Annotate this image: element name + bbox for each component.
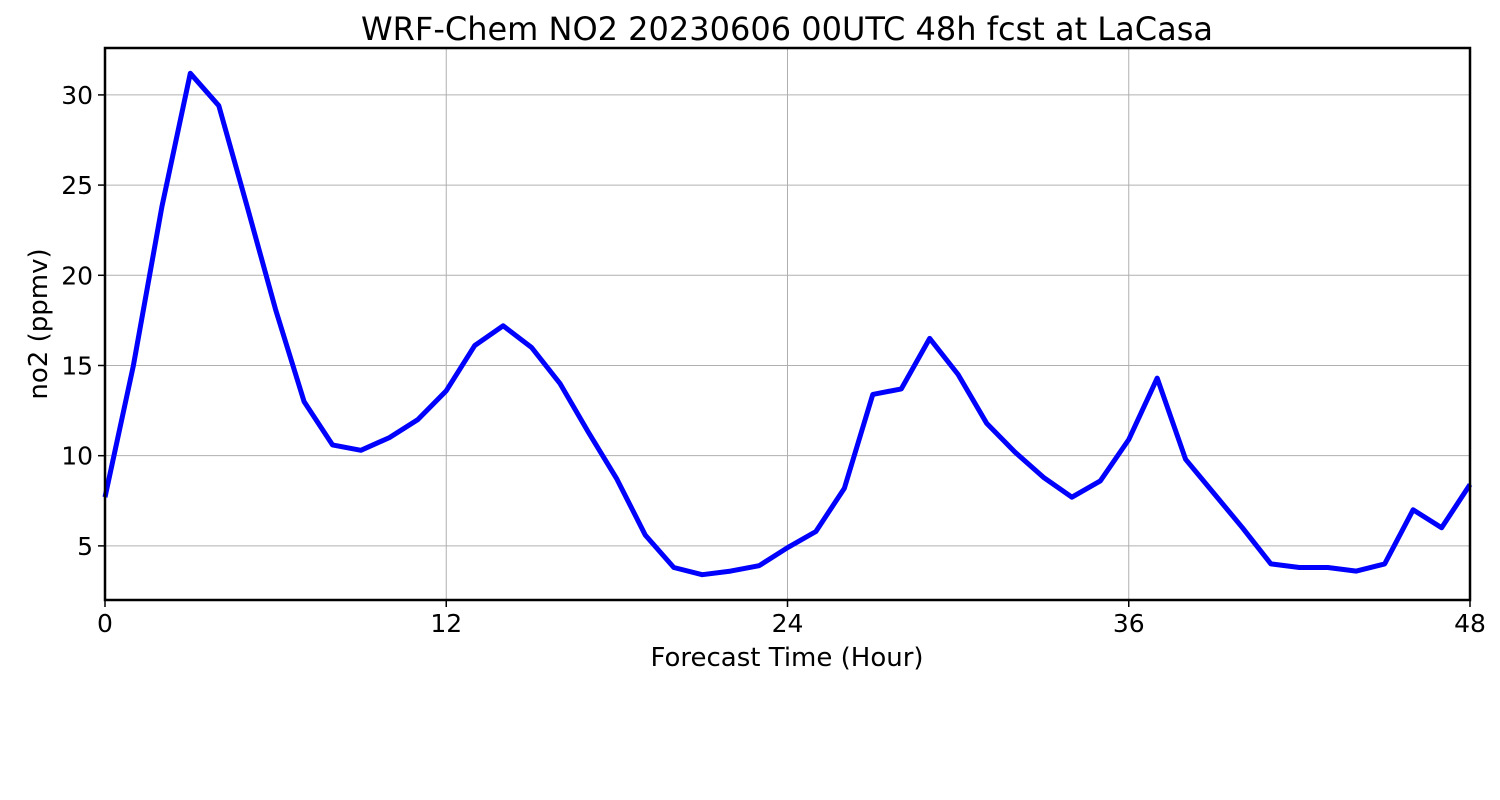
chart-title: WRF-Chem NO2 20230606 00UTC 48h fcst at … — [361, 10, 1213, 48]
y-tick-label: 15 — [61, 351, 93, 380]
x-tick-label: 0 — [97, 609, 113, 638]
no2-series-line — [102, 70, 1473, 578]
gridlines — [104, 48, 1471, 600]
x-tick-label: 12 — [430, 609, 462, 638]
x-tick-label: 36 — [1113, 609, 1145, 638]
x-axis-label: Forecast Time (Hour) — [650, 643, 923, 673]
y-tick-label: 20 — [61, 261, 93, 290]
y-tick-label: 5 — [77, 532, 93, 561]
axis-ticks: 0 12 24 36 48 5 10 15 20 25 30 — [61, 81, 1486, 638]
x-tick-label: 48 — [1454, 609, 1486, 638]
y-axis-label: no2 (ppmv) — [24, 248, 54, 399]
y-tick-label: 30 — [61, 81, 93, 110]
x-tick-label: 24 — [772, 609, 804, 638]
data-series — [102, 70, 1473, 578]
y-tick-label: 10 — [61, 442, 93, 471]
y-tick-label: 25 — [61, 171, 93, 200]
